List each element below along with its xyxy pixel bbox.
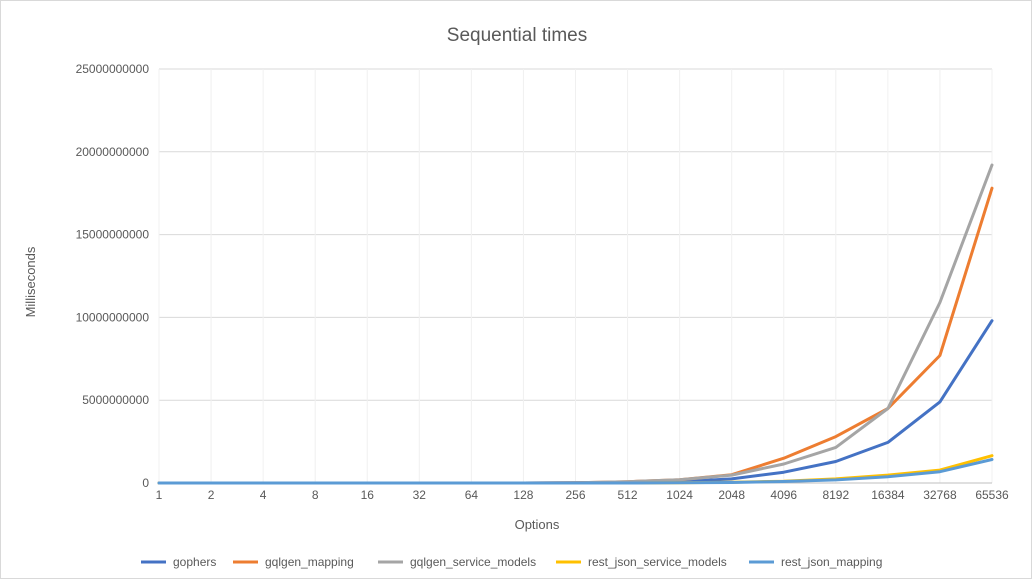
- x-tick-label: 8: [312, 488, 319, 502]
- x-tick-label: 256: [565, 488, 585, 502]
- chart-title: Sequential times: [447, 25, 587, 46]
- legend: gophers gqlgen_mapping gqlgen_service_mode…: [141, 555, 882, 569]
- legend-label: gqlgen_service_models: [410, 555, 536, 569]
- y-tick-label: 20000000000: [76, 145, 150, 159]
- x-tick-label: 512: [618, 488, 638, 502]
- y-tick-label: 25000000000: [76, 62, 150, 76]
- x-tick-label: 2048: [718, 488, 745, 502]
- y-tick-label: 10000000000: [76, 310, 150, 324]
- x-tick-label: 8192: [822, 488, 849, 502]
- x-tick-label: 16384: [871, 488, 905, 502]
- legend-label: gqlgen_mapping: [265, 555, 354, 569]
- x-axis-title: Options: [515, 517, 560, 532]
- x-tick-label: 2: [208, 488, 215, 502]
- legend-label: gophers: [173, 555, 216, 569]
- x-tick-label: 32: [413, 488, 427, 502]
- y-tick-label: 0: [142, 476, 149, 490]
- x-tick-label: 32768: [923, 488, 957, 502]
- series-line-rest-json-mapping: [157, 458, 994, 485]
- x-tick-label: 1: [156, 488, 163, 502]
- x-tick-labels: 1 2 4 8 16 32 64 128 256 512 1024 2048 4096 8192 16384…: [156, 488, 1009, 502]
- series-lines: [157, 163, 994, 485]
- x-tick-label: 16: [361, 488, 375, 502]
- x-tick-label: 64: [465, 488, 479, 502]
- y-tick-labels: 0 5000000000 10000000000 15000000000 2000000…: [76, 62, 150, 490]
- x-gridlines: [158, 69, 993, 483]
- y-axis-title: Milliseconds: [23, 246, 38, 317]
- x-tick-label: 128: [513, 488, 533, 502]
- legend-label: rest_json_service_models: [588, 555, 727, 569]
- x-tick-label: 4096: [770, 488, 797, 502]
- x-tick-label: 4: [260, 488, 267, 502]
- legend-label: rest_json_mapping: [781, 555, 882, 569]
- x-tick-label: 65536: [975, 488, 1009, 502]
- y-tick-label: 15000000000: [76, 228, 150, 242]
- x-tick-label: 1024: [666, 488, 693, 502]
- y-tick-label: 5000000000: [82, 393, 149, 407]
